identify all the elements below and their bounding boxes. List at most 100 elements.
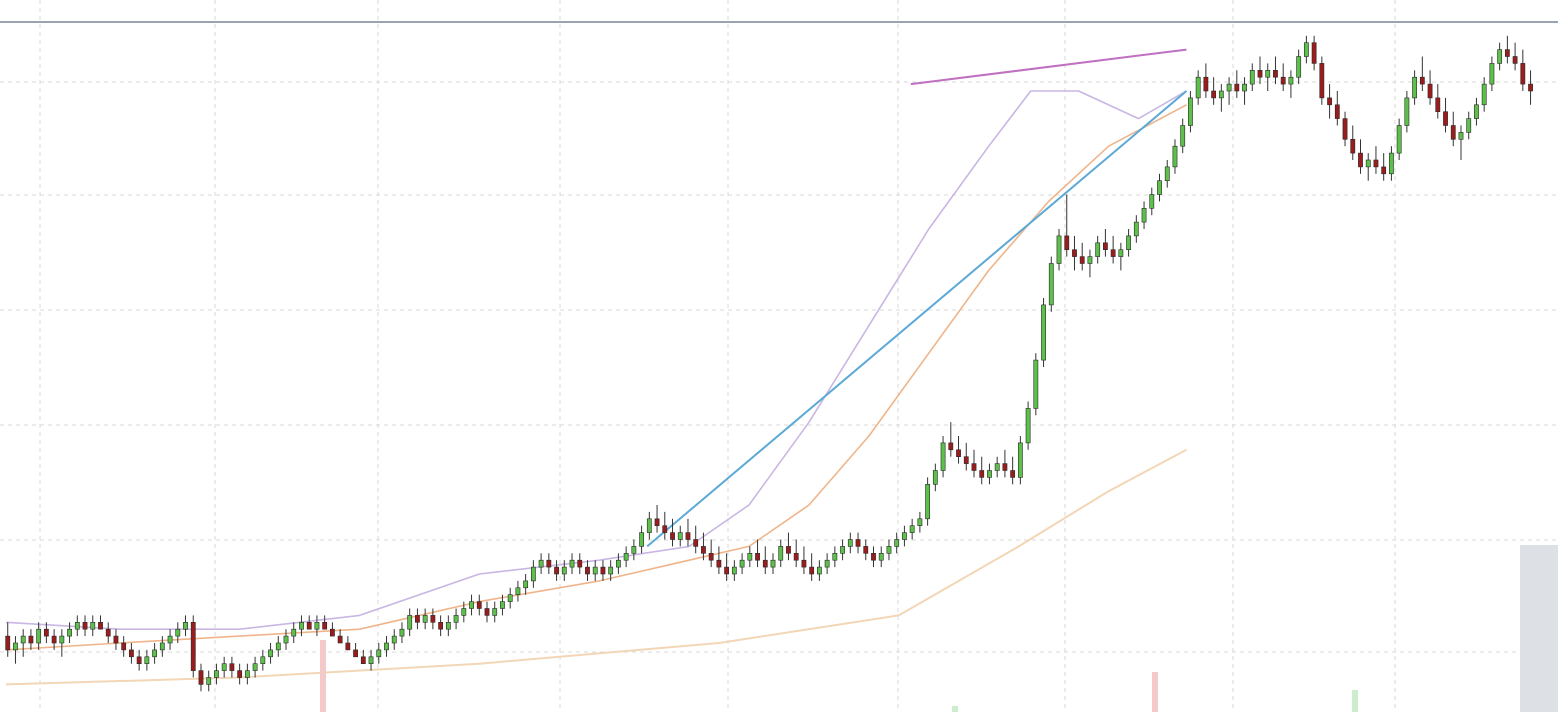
- candle: [840, 539, 845, 561]
- candle: [1365, 153, 1371, 181]
- candle: [515, 580, 521, 602]
- candle: [144, 649, 150, 671]
- candle-body-up: [1033, 359, 1039, 409]
- candle-body-down: [963, 456, 969, 464]
- candle: [809, 553, 815, 581]
- candle-body-down: [113, 635, 119, 644]
- candle-body-up: [445, 621, 451, 630]
- candle: [1528, 70, 1533, 105]
- candle: [36, 622, 42, 650]
- candle-body-up: [1303, 42, 1309, 57]
- candle: [569, 553, 575, 574]
- candle: [1133, 215, 1139, 243]
- candle-body-down: [1103, 242, 1108, 251]
- candle-body-up: [221, 663, 227, 671]
- candle-body-down: [1072, 249, 1077, 257]
- candle-body-down: [1342, 118, 1348, 140]
- candle-body-down: [793, 552, 799, 561]
- candle: [368, 649, 374, 671]
- candle: [1512, 42, 1518, 71]
- candle: [469, 594, 474, 616]
- candle-body-up: [1242, 83, 1247, 92]
- candle: [1427, 70, 1433, 105]
- candle: [677, 525, 683, 547]
- candle: [654, 505, 660, 533]
- candle-body-down: [948, 442, 954, 451]
- candle: [1458, 125, 1464, 160]
- moving-average-slow: [5, 448, 1187, 686]
- candle-body-up: [384, 642, 389, 651]
- candle: [159, 636, 165, 657]
- candle: [987, 463, 992, 485]
- candle: [438, 615, 444, 637]
- candle-body-up: [840, 546, 845, 554]
- candle: [1389, 146, 1394, 181]
- candle: [1319, 56, 1325, 105]
- candles: [5, 35, 1533, 692]
- candle-body-down: [979, 470, 985, 478]
- candle-body-up: [376, 649, 382, 658]
- candle-body-up: [206, 677, 212, 685]
- candle: [1010, 456, 1016, 485]
- candle: [1056, 229, 1062, 271]
- candle-body-down: [1079, 256, 1085, 264]
- candle-body-up: [299, 621, 304, 630]
- candle-body-down: [476, 601, 482, 609]
- support-trendline: [646, 90, 1188, 548]
- candle-body-up: [608, 566, 614, 575]
- candle-body-up: [461, 608, 467, 616]
- candle-body-up: [159, 642, 165, 651]
- candle: [855, 532, 861, 554]
- candle: [1048, 256, 1054, 312]
- candle-body-up: [1133, 221, 1139, 237]
- candle: [275, 636, 281, 657]
- candle-body-down: [809, 566, 815, 575]
- candle-body-up: [894, 539, 900, 547]
- candle-body-up: [391, 635, 397, 644]
- candle: [1296, 49, 1302, 85]
- candle: [1381, 153, 1387, 181]
- candle-body-down: [1520, 63, 1526, 85]
- candle-body-down: [198, 670, 204, 685]
- candle: [183, 615, 188, 637]
- candle: [337, 629, 343, 644]
- candle: [1110, 235, 1116, 264]
- candle-body-up: [252, 663, 258, 671]
- candle-body-up: [1288, 76, 1294, 85]
- candle-body-down: [229, 663, 235, 671]
- volume-bar: [1352, 690, 1358, 712]
- candle-body-down: [484, 608, 490, 616]
- candle: [793, 539, 799, 568]
- candle-body-down: [1504, 49, 1510, 57]
- candle-body-up: [1481, 83, 1487, 106]
- candle: [585, 560, 590, 581]
- candle: [1180, 118, 1186, 154]
- candle: [979, 456, 985, 485]
- candle: [1342, 111, 1348, 147]
- candle: [1157, 173, 1162, 202]
- candle: [1064, 194, 1070, 257]
- candle-body-down: [755, 552, 760, 561]
- candle-body-up: [1389, 152, 1394, 175]
- candle: [1273, 56, 1278, 85]
- candle-body-down: [306, 621, 312, 630]
- candle-body-down: [1064, 235, 1070, 250]
- candle-body-down: [1427, 83, 1433, 99]
- candle: [13, 636, 18, 664]
- scroll-panel[interactable]: [1520, 545, 1558, 712]
- candle-body-down: [585, 566, 590, 575]
- candle-body-up: [1188, 97, 1193, 126]
- candle: [1025, 401, 1031, 450]
- candle-body-up: [631, 546, 637, 554]
- candle: [384, 636, 389, 657]
- candle-body-up: [530, 566, 536, 582]
- candle-body-down: [105, 628, 111, 637]
- candle-body-down: [670, 532, 675, 540]
- candle: [786, 532, 791, 561]
- candle: [1327, 84, 1332, 119]
- candle-body-up: [492, 608, 498, 616]
- candle-body-up: [616, 559, 621, 568]
- candle-body-up: [1118, 249, 1124, 257]
- candle: [739, 553, 745, 574]
- candle: [1211, 77, 1217, 105]
